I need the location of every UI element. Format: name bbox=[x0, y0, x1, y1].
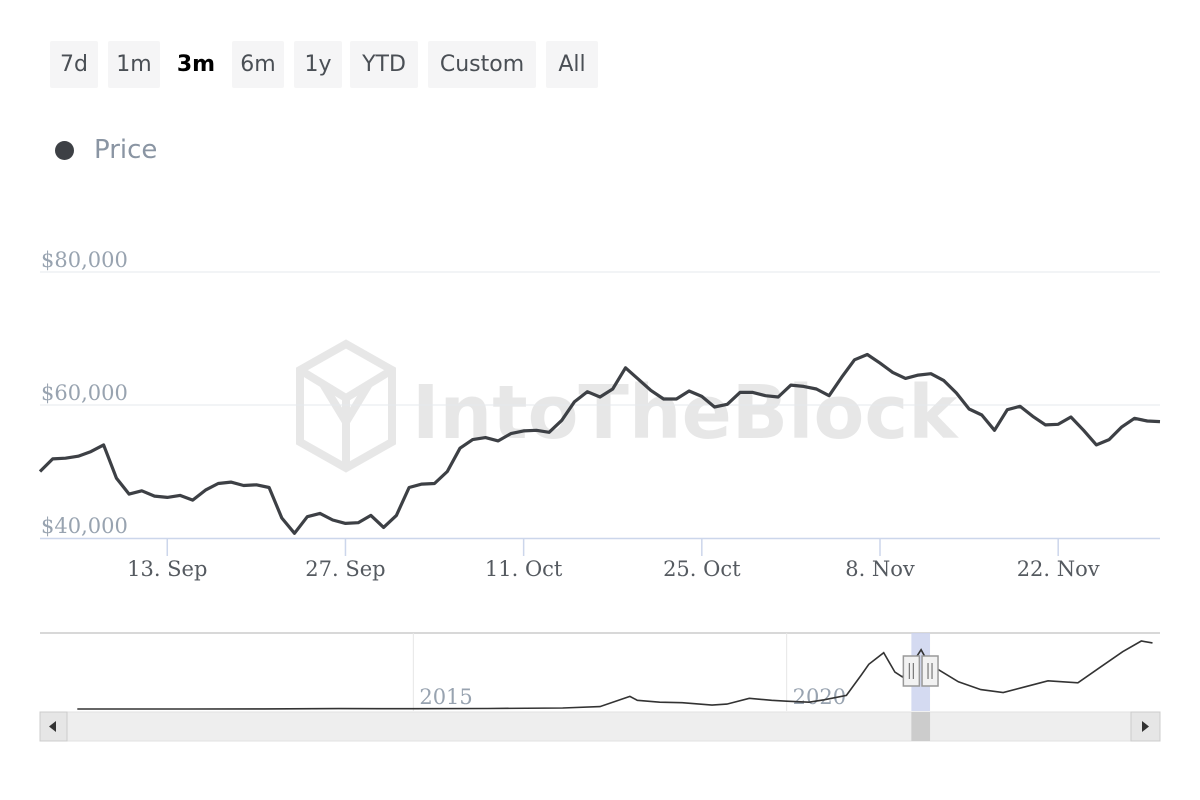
range-button-6m[interactable]: 6m bbox=[232, 41, 284, 88]
handle-body[interactable] bbox=[902, 655, 921, 687]
x-tick-label: 22. Nov bbox=[1017, 557, 1100, 581]
svg-text:IntoTheBlock: IntoTheBlock bbox=[412, 370, 959, 456]
range-button-7d[interactable]: 7d bbox=[50, 41, 98, 88]
scrollbar-left-button[interactable] bbox=[39, 711, 68, 742]
legend-marker-icon bbox=[55, 140, 74, 160]
y-tick-label: $60,000 bbox=[41, 381, 128, 405]
y-tick-label: $80,000 bbox=[41, 248, 128, 272]
x-tick-label: 27. Sep bbox=[305, 557, 385, 581]
navigator-left-handle[interactable] bbox=[902, 655, 921, 687]
watermark: IntoTheBlock bbox=[296, 339, 959, 473]
arrow-right-icon bbox=[1142, 721, 1149, 732]
legend-label: Price bbox=[94, 135, 158, 165]
navigator-selection-mask bbox=[911, 633, 931, 711]
range-button-1y[interactable]: 1y bbox=[294, 41, 342, 88]
scrollbar-right-button[interactable] bbox=[1130, 711, 1161, 742]
handle-body[interactable] bbox=[921, 655, 939, 687]
navigator-year-label: 2015 bbox=[419, 685, 472, 709]
x-tick-label: 25. Oct bbox=[663, 557, 741, 581]
range-button-3m[interactable]: 3m bbox=[176, 52, 216, 77]
price-series-line bbox=[38, 352, 1161, 535]
y-tick-label: $40,000 bbox=[41, 514, 128, 538]
arrow-left-icon bbox=[49, 721, 56, 732]
legend-price[interactable]: Price bbox=[55, 132, 157, 168]
navigator-right-handle[interactable] bbox=[921, 655, 939, 687]
range-button-custom[interactable]: Custom bbox=[428, 41, 536, 88]
range-button-1m[interactable]: 1m bbox=[108, 41, 160, 88]
range-button-all[interactable]: All bbox=[546, 41, 598, 88]
range-button-ytd[interactable]: YTD bbox=[350, 41, 418, 88]
x-tick-label: 8. Nov bbox=[845, 557, 915, 581]
scrollbar-track[interactable] bbox=[39, 711, 1161, 742]
x-tick-label: 13. Sep bbox=[127, 557, 207, 581]
scrollbar-thumb[interactable] bbox=[911, 712, 931, 741]
x-tick-label: 11. Oct bbox=[485, 557, 563, 581]
navigator-series-line bbox=[77, 640, 1153, 710]
